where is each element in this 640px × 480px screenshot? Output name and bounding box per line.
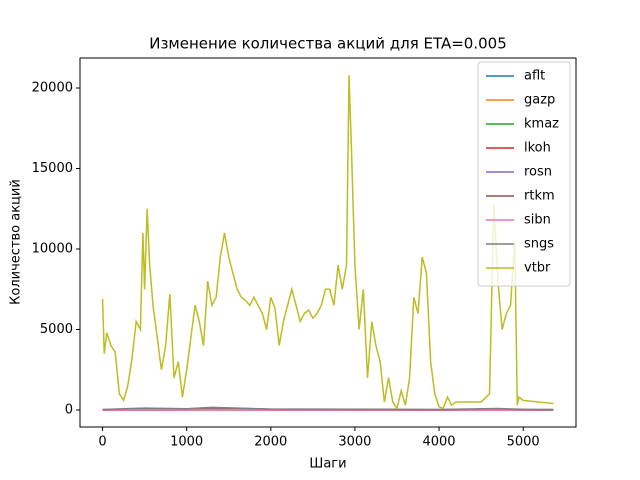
x-tick-label: 0 — [98, 435, 106, 450]
x-tick-label: 1000 — [170, 435, 203, 450]
legend-label: sibn — [524, 213, 551, 228]
legend-label: rtkm — [524, 189, 555, 204]
y-axis-label: Количество акций — [9, 179, 24, 305]
chart-title: Изменение количества акций для ETA=0.005 — [149, 35, 507, 53]
y-tick-label: 20000 — [32, 80, 73, 95]
legend-label: sngs — [524, 237, 554, 252]
legend-label: vtbr — [524, 261, 551, 276]
x-tick-label: 2000 — [254, 435, 287, 450]
legend-frame — [477, 61, 571, 287]
legend-label: aflt — [524, 69, 545, 84]
legend-label: rosn — [524, 165, 552, 180]
y-tick-label: 15000 — [32, 161, 73, 176]
series-line — [101, 75, 554, 411]
legend-label: lkoh — [524, 141, 551, 156]
y-tick-label: 0 — [65, 402, 73, 417]
series-line — [102, 406, 554, 411]
y-tick-label: 5000 — [40, 322, 73, 337]
legend: aflt gazp kmaz lkoh rosn rtkm sibn sngs vtbr — [477, 61, 571, 287]
x-tick-label: 5000 — [507, 435, 540, 450]
x-tick-label: 4000 — [422, 435, 455, 450]
legend-label: kmaz — [524, 117, 559, 132]
x-axis-label: Шаги — [309, 457, 346, 472]
x-tick-label: 3000 — [338, 435, 371, 450]
plot-frame — [79, 57, 577, 428]
legend-label: gazp — [524, 93, 555, 108]
y-tick-label: 10000 — [32, 241, 73, 256]
